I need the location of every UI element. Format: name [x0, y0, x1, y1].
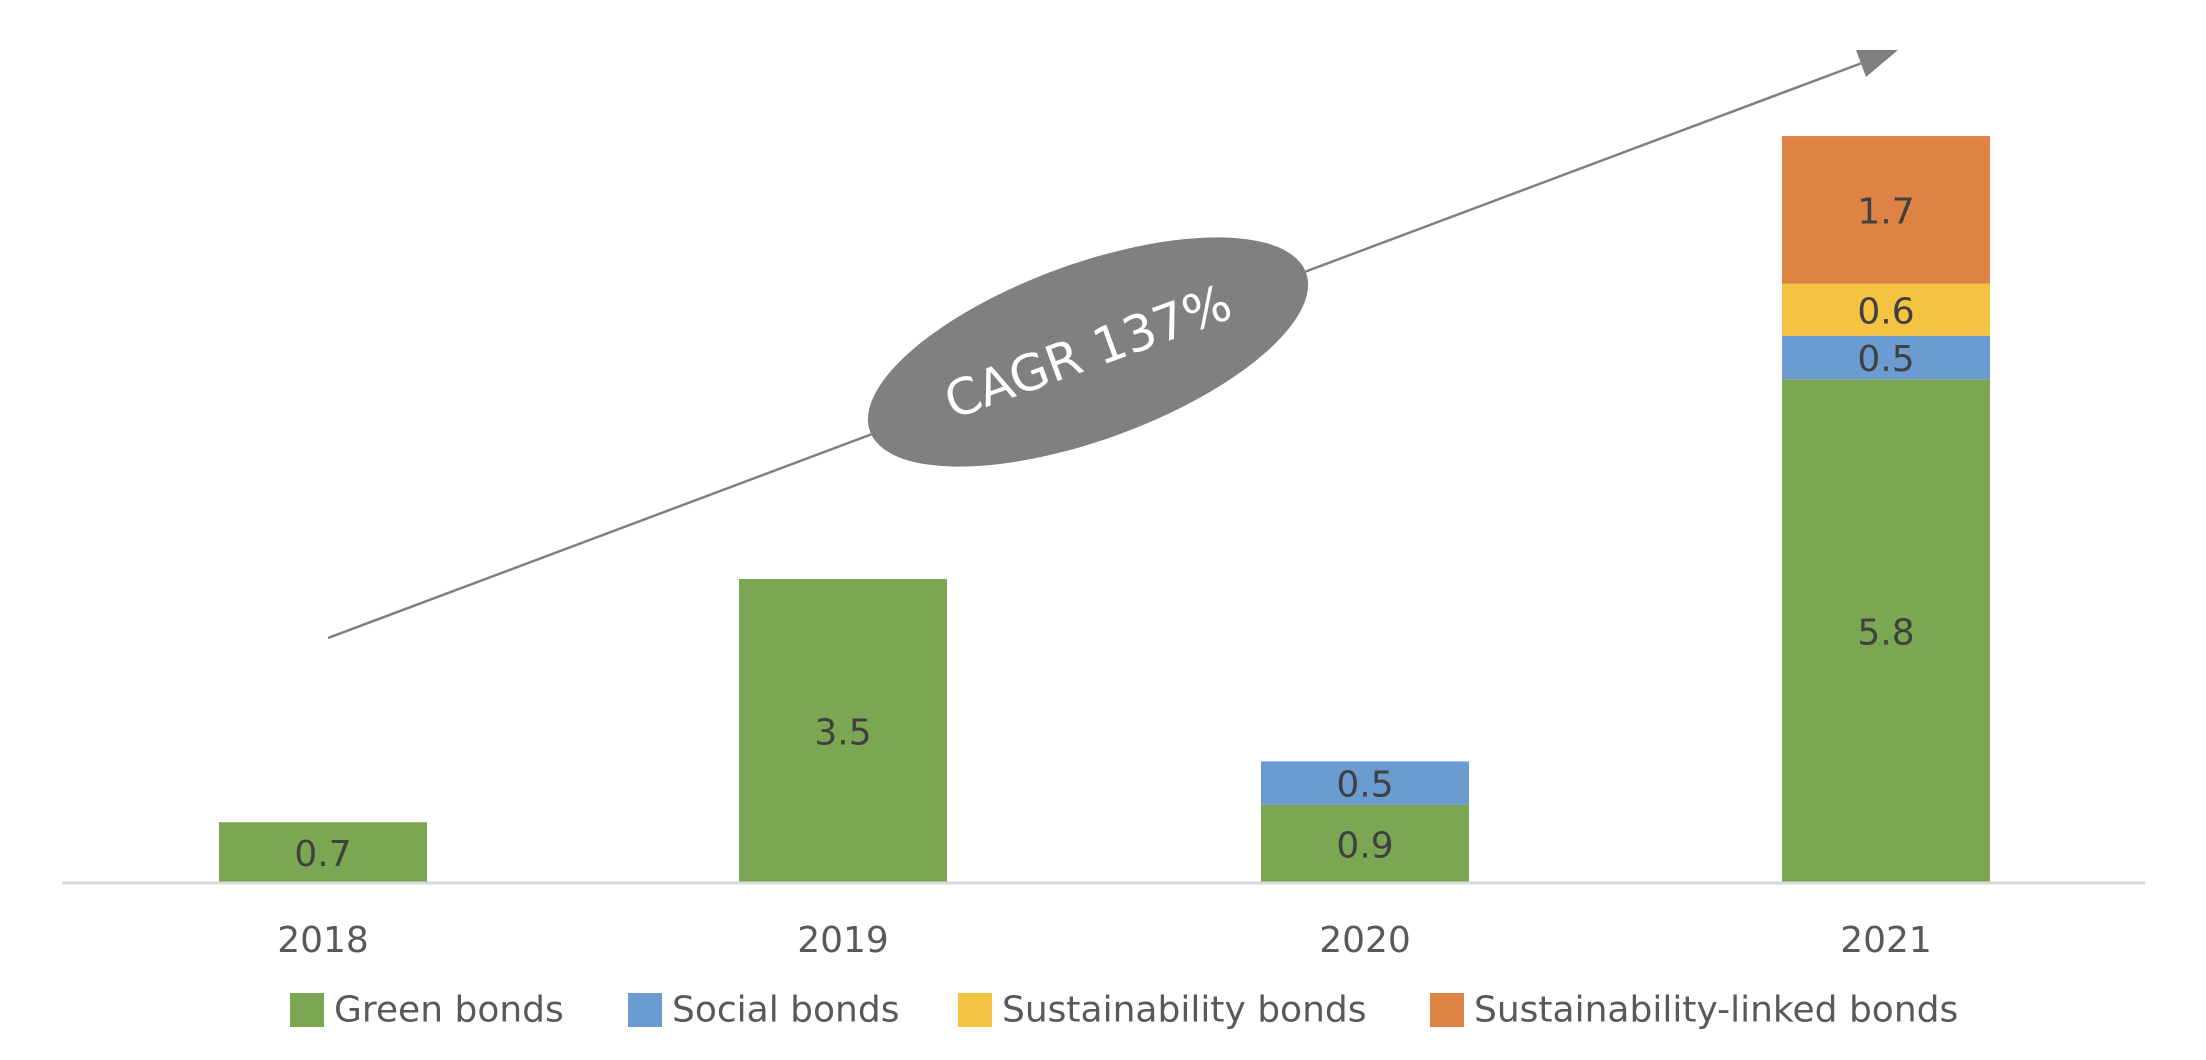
data-label-2021-sustainability-bonds: 0.6 — [1857, 291, 1914, 332]
data-label-2019-green-bonds: 3.5 — [814, 713, 871, 754]
legend-label-sustainability-linked-bonds: Sustainability-linked bonds — [1474, 990, 1958, 1031]
legend: Green bonds Social bonds Sustainability bo… — [290, 990, 1958, 1031]
x-tick-label-2019: 2019 — [797, 920, 889, 961]
x-tick-label-2021: 2021 — [1840, 920, 1932, 961]
bar-segment-2021-social-bonds — [1782, 335, 1990, 380]
x-axis-ticks: 2018 2019 2020 2021 — [277, 920, 1932, 961]
legend-swatch-sustainability-bonds — [958, 993, 992, 1027]
bar-segment-2021-sustainability-bonds — [1782, 283, 1990, 336]
bar-segment-2021-sustainability-linked-bonds — [1782, 136, 1990, 284]
legend-swatch-social-bonds — [628, 993, 662, 1027]
legend-swatch-green-bonds — [290, 993, 324, 1027]
bars-group: 0.7 3.5 0.9 0.5 5.8 0.5 0.6 1.7 — [219, 136, 1990, 883]
bar-segment-2021-green-bonds — [1782, 379, 1990, 883]
cagr-annotation: CAGR 137% — [327, 50, 1898, 640]
data-label-2021-social-bonds: 0.5 — [1857, 339, 1914, 380]
cagr-ellipse — [867, 237, 1309, 467]
trend-arrowhead-icon — [1856, 50, 1898, 77]
legend-label-social-bonds: Social bonds — [672, 990, 899, 1031]
data-label-2021-green-bonds: 5.8 — [1857, 613, 1914, 654]
bar-segment-2018-green-bonds — [219, 822, 427, 883]
bar-segment-2020-social-bonds — [1261, 761, 1469, 805]
x-tick-label-2020: 2020 — [1319, 920, 1411, 961]
data-label-2020-green-bonds: 0.9 — [1336, 825, 1393, 866]
data-label-2018-green-bonds: 0.7 — [294, 834, 351, 875]
bar-segment-2019-green-bonds — [739, 579, 947, 883]
data-label-2020-social-bonds: 0.5 — [1336, 765, 1393, 806]
legend-label-green-bonds: Green bonds — [334, 990, 564, 1031]
data-label-2021-sustainability-linked-bonds: 1.7 — [1857, 191, 1914, 232]
legend-swatch-sustainability-linked-bonds — [1430, 993, 1464, 1027]
legend-label-sustainability-bonds: Sustainability bonds — [1002, 990, 1367, 1031]
bar-segment-2020-green-bonds — [1261, 804, 1469, 883]
x-tick-label-2018: 2018 — [277, 920, 369, 961]
